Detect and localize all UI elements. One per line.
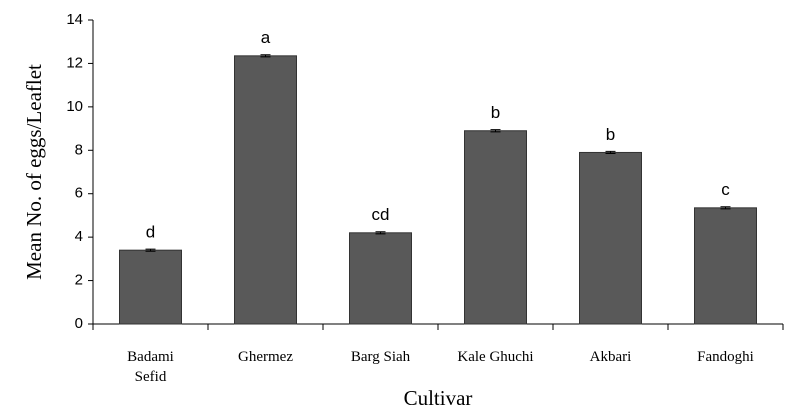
group-letter: a [261,28,271,47]
group-letter: b [606,125,615,144]
bar [694,207,757,325]
error-bar [145,248,156,252]
y-tick-label: 4 [75,228,83,245]
bar [464,130,527,325]
y-tick-label: 0 [75,315,83,332]
x-tick-label: Fandoghi [697,349,754,365]
group-letter: cd [372,205,390,224]
y-tick-label: 14 [66,11,83,28]
x-tick-label: Barg Siah [351,349,411,365]
group-letter: b [491,103,500,122]
bar [349,232,412,325]
x-tick-label: Kale Ghuchi [457,349,533,365]
error-bar [260,54,271,58]
x-tick-label: Akbari [590,349,632,365]
error-bar [720,206,731,210]
bar [119,249,182,325]
error-bar [605,150,616,155]
x-tick-label: Ghermez [238,349,293,365]
bar [579,151,642,325]
error-bar [490,129,501,133]
y-tick-label: 12 [66,54,83,71]
x-tick-label: Badami Sefid [127,349,174,385]
y-axis-title: Mean No. of eggs/Leaflet [22,64,46,280]
x-axis-title: Cultivar [404,386,473,410]
group-letter: d [146,223,155,242]
y-tick-label: 6 [75,185,83,202]
y-tick-label: 2 [75,272,83,289]
error-bar [375,231,386,235]
y-tick-label: 8 [75,141,83,158]
bar [234,55,297,325]
y-tick-label: 10 [66,98,83,115]
group-letter: c [721,180,730,199]
